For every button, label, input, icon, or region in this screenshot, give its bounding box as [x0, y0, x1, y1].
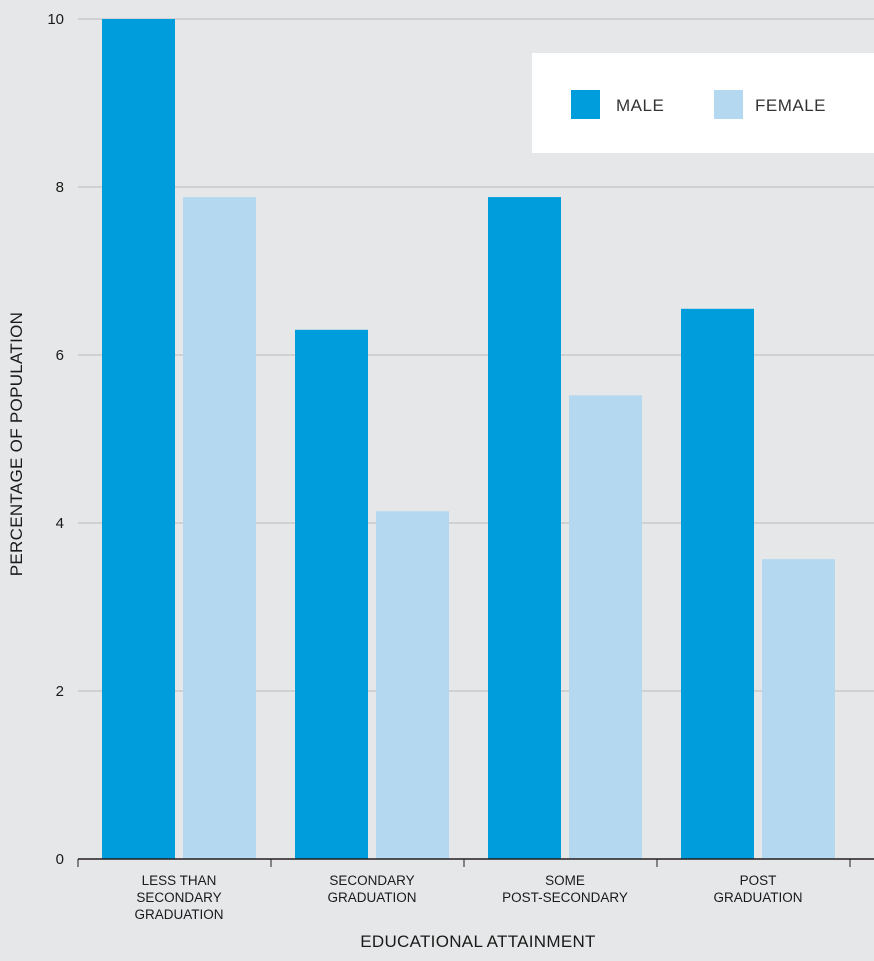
legend-swatch-female	[714, 90, 743, 119]
bar-male	[295, 329, 368, 859]
x-category-label: LESS THAN	[142, 873, 217, 888]
bars	[102, 19, 835, 859]
y-tick-label: 4	[56, 515, 64, 532]
axes	[77, 858, 874, 867]
x-category-label: SECONDARY	[329, 873, 414, 888]
x-category-label: POST	[740, 873, 777, 888]
legend-label-female: FEMALE	[755, 96, 826, 115]
y-tick-label: 0	[56, 851, 64, 868]
y-tick-label: 2	[56, 683, 64, 700]
bar-female	[569, 395, 642, 859]
bar-female	[762, 559, 835, 859]
y-axis-title: PERCENTAGE OF POPULATION	[7, 312, 26, 576]
x-category-label: POST-SECONDARY	[502, 890, 628, 905]
y-tick-label: 8	[56, 179, 64, 196]
x-axis-title: EDUCATIONAL ATTAINMENT	[360, 932, 596, 951]
bar-male	[681, 308, 754, 859]
x-category-labels: LESS THAN SECONDARY GRADUATION SECONDARY GRA…	[134, 873, 802, 922]
x-category-label: GRADUATION	[134, 907, 223, 922]
bar-female	[376, 511, 449, 859]
bar-male	[488, 197, 561, 859]
x-category-label: GRADUATION	[327, 890, 416, 905]
y-tick-label: 6	[56, 347, 64, 364]
bar-female	[183, 197, 256, 859]
legend-swatch-male	[571, 90, 600, 119]
x-category-label: GRADUATION	[713, 890, 802, 905]
y-tick-label: 10	[47, 11, 64, 28]
y-tick-labels: 0 2 4 6 8 10	[47, 11, 64, 868]
x-category-label: SECONDARY	[136, 890, 221, 905]
legend-label-male: MALE	[616, 96, 664, 115]
legend: MALE FEMALE	[532, 53, 874, 153]
bar-male	[102, 19, 175, 859]
x-category-label: SOME	[545, 873, 585, 888]
